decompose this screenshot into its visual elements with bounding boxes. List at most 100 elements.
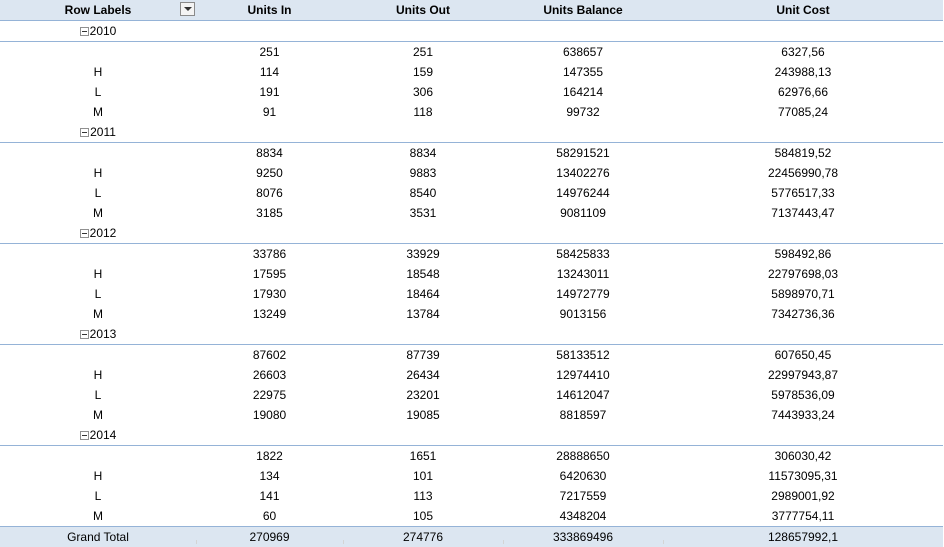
cell-units-in[interactable]: 19080	[196, 405, 343, 425]
cell-units-in[interactable]: 26603	[196, 365, 343, 385]
row-label[interactable]: M	[0, 203, 196, 223]
year-empty-cell[interactable]	[503, 425, 663, 446]
year-empty-cell[interactable]	[343, 21, 503, 42]
cell-units-in[interactable]: 17595	[196, 264, 343, 284]
row-label[interactable]: H	[0, 365, 196, 385]
cell-unit-cost[interactable]: 598492,86	[663, 244, 943, 265]
cell-units-out[interactable]: 18464	[343, 284, 503, 304]
year-empty-cell[interactable]	[343, 122, 503, 143]
collapse-minus-icon[interactable]	[80, 330, 89, 339]
cell-unit-cost[interactable]: 7342736,36	[663, 304, 943, 324]
row-label[interactable]: L	[0, 183, 196, 203]
year-label-cell[interactable]: 2012	[0, 223, 196, 244]
collapse-minus-icon[interactable]	[80, 431, 89, 440]
year-empty-cell[interactable]	[503, 223, 663, 244]
year-empty-cell[interactable]	[196, 324, 343, 345]
year-label-cell[interactable]: 2014	[0, 425, 196, 446]
cell-units-balance[interactable]: 13243011	[503, 264, 663, 284]
cell-units-out[interactable]: 23201	[343, 385, 503, 405]
cell-units-out[interactable]: 1651	[343, 446, 503, 467]
cell-units-out[interactable]: 8540	[343, 183, 503, 203]
row-label[interactable]: M	[0, 304, 196, 324]
cell-unit-cost[interactable]: 243988,13	[663, 62, 943, 82]
row-label[interactable]: H	[0, 163, 196, 183]
row-label[interactable]	[0, 244, 196, 265]
cell-units-out[interactable]: 18548	[343, 264, 503, 284]
cell-units-in[interactable]: 91	[196, 102, 343, 122]
cell-units-out[interactable]: 159	[343, 62, 503, 82]
year-empty-cell[interactable]	[196, 122, 343, 143]
cell-units-in[interactable]: 8076	[196, 183, 343, 203]
row-label[interactable]: M	[0, 506, 196, 527]
cell-units-balance[interactable]: 28888650	[503, 446, 663, 467]
cell-units-out[interactable]: 33929	[343, 244, 503, 265]
row-label[interactable]	[0, 345, 196, 366]
cell-units-balance[interactable]: 58291521	[503, 143, 663, 164]
cell-units-out[interactable]: 9883	[343, 163, 503, 183]
cell-units-in[interactable]: 191	[196, 82, 343, 102]
cell-units-balance[interactable]: 7217559	[503, 486, 663, 506]
cell-unit-cost[interactable]: 5898970,71	[663, 284, 943, 304]
row-label[interactable]: M	[0, 102, 196, 122]
year-empty-cell[interactable]	[196, 425, 343, 446]
year-empty-cell[interactable]	[503, 324, 663, 345]
cell-unit-cost[interactable]: 2989001,92	[663, 486, 943, 506]
row-label[interactable]: H	[0, 466, 196, 486]
year-empty-cell[interactable]	[343, 324, 503, 345]
cell-units-out[interactable]: 3531	[343, 203, 503, 223]
cell-units-out[interactable]: 26434	[343, 365, 503, 385]
cell-units-balance[interactable]: 12974410	[503, 365, 663, 385]
cell-units-out[interactable]: 251	[343, 42, 503, 63]
cell-units-out[interactable]: 19085	[343, 405, 503, 425]
cell-units-in[interactable]: 13249	[196, 304, 343, 324]
cell-units-in[interactable]: 251	[196, 42, 343, 63]
cell-units-balance[interactable]: 9013156	[503, 304, 663, 324]
cell-units-balance[interactable]: 13402276	[503, 163, 663, 183]
row-label[interactable]: L	[0, 284, 196, 304]
cell-units-balance[interactable]: 14612047	[503, 385, 663, 405]
cell-unit-cost[interactable]: 6327,56	[663, 42, 943, 63]
header-unit-cost[interactable]: Unit Cost	[663, 0, 943, 21]
cell-units-balance[interactable]: 9081109	[503, 203, 663, 223]
collapse-minus-icon[interactable]	[80, 128, 89, 137]
cell-unit-cost[interactable]: 5776517,33	[663, 183, 943, 203]
cell-units-in[interactable]: 17930	[196, 284, 343, 304]
cell-units-balance[interactable]: 638657	[503, 42, 663, 63]
cell-units-out[interactable]: 113	[343, 486, 503, 506]
header-units-in[interactable]: Units In	[196, 0, 343, 21]
cell-units-in[interactable]: 134	[196, 466, 343, 486]
cell-units-in[interactable]: 3185	[196, 203, 343, 223]
cell-units-out[interactable]: 13784	[343, 304, 503, 324]
cell-units-in[interactable]: 8834	[196, 143, 343, 164]
cell-units-in[interactable]: 141	[196, 486, 343, 506]
cell-units-balance[interactable]: 8818597	[503, 405, 663, 425]
year-empty-cell[interactable]	[343, 223, 503, 244]
year-empty-cell[interactable]	[343, 425, 503, 446]
cell-units-in[interactable]: 9250	[196, 163, 343, 183]
cell-unit-cost[interactable]: 5978536,09	[663, 385, 943, 405]
row-label[interactable]: L	[0, 486, 196, 506]
year-label-cell[interactable]: 2013	[0, 324, 196, 345]
cell-unit-cost[interactable]: 77085,24	[663, 102, 943, 122]
header-units-out[interactable]: Units Out	[343, 0, 503, 21]
header-row-labels[interactable]: Row Labels	[0, 0, 196, 21]
cell-units-in[interactable]: 87602	[196, 345, 343, 366]
year-label-cell[interactable]: 2011	[0, 122, 196, 143]
cell-units-balance[interactable]: 58133512	[503, 345, 663, 366]
cell-unit-cost[interactable]: 11573095,31	[663, 466, 943, 486]
cell-units-balance[interactable]: 6420630	[503, 466, 663, 486]
collapse-minus-icon[interactable]	[80, 27, 89, 36]
cell-unit-cost[interactable]: 7443933,24	[663, 405, 943, 425]
cell-units-out[interactable]: 118	[343, 102, 503, 122]
row-label[interactable]: L	[0, 385, 196, 405]
cell-units-balance[interactable]: 147355	[503, 62, 663, 82]
cell-unit-cost[interactable]: 306030,42	[663, 446, 943, 467]
cell-units-in[interactable]: 1822	[196, 446, 343, 467]
cell-units-balance[interactable]: 14976244	[503, 183, 663, 203]
year-empty-cell[interactable]	[663, 223, 943, 244]
filter-dropdown-icon[interactable]	[180, 2, 195, 16]
row-label[interactable]	[0, 143, 196, 164]
cell-units-in[interactable]: 22975	[196, 385, 343, 405]
row-label[interactable]: M	[0, 405, 196, 425]
year-empty-cell[interactable]	[663, 425, 943, 446]
